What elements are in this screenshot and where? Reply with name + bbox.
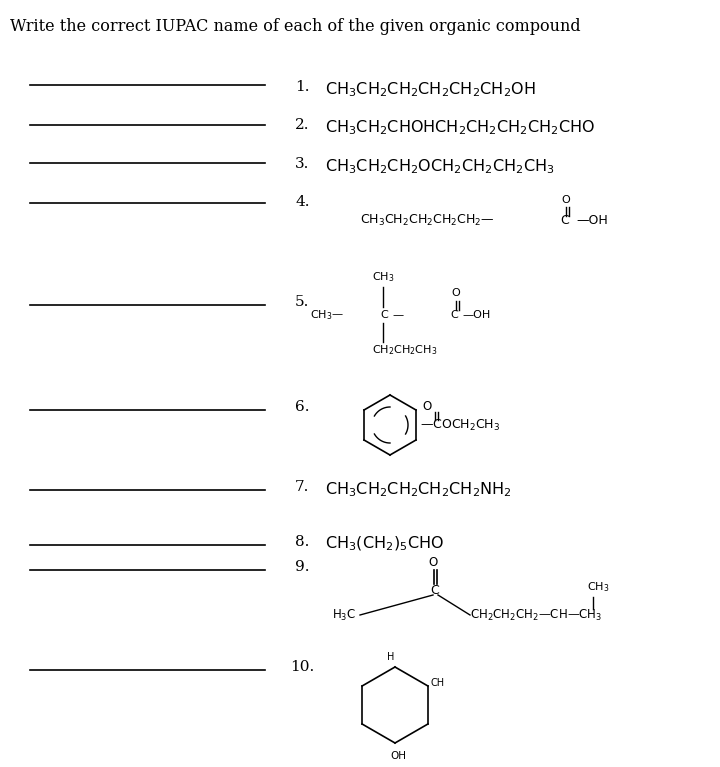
Text: —COCH$_2$CH$_3$: —COCH$_2$CH$_3$ bbox=[420, 417, 500, 433]
Text: —: — bbox=[392, 310, 403, 320]
Text: C: C bbox=[560, 213, 569, 226]
Text: CH$_3$CH$_2$CH$_2$OCH$_2$CH$_2$CH$_2$CH$_3$: CH$_3$CH$_2$CH$_2$OCH$_2$CH$_2$CH$_2$CH$… bbox=[325, 157, 554, 176]
Text: CH$_3$(CH$_2$)$_5$CHO: CH$_3$(CH$_2$)$_5$CHO bbox=[325, 535, 444, 554]
Text: 6.: 6. bbox=[295, 400, 310, 414]
Text: O: O bbox=[561, 195, 570, 205]
Text: CH$_3$CH$_2$CH$_2$CH$_2$CH$_2$CH$_2$OH: CH$_3$CH$_2$CH$_2$CH$_2$CH$_2$CH$_2$OH bbox=[325, 80, 536, 99]
Text: H$_3$C: H$_3$C bbox=[332, 607, 356, 623]
Text: 7.: 7. bbox=[295, 480, 310, 494]
Text: Write the correct IUPAC name of each of the given organic compound: Write the correct IUPAC name of each of … bbox=[10, 18, 580, 35]
Text: O: O bbox=[422, 400, 431, 413]
Text: 1.: 1. bbox=[295, 80, 310, 94]
Text: C: C bbox=[450, 310, 458, 320]
Text: 10.: 10. bbox=[290, 660, 314, 674]
Text: C: C bbox=[430, 584, 438, 597]
Text: CH$_2$CH$_2$CH$_3$: CH$_2$CH$_2$CH$_3$ bbox=[372, 343, 438, 357]
Text: C: C bbox=[380, 310, 388, 320]
Text: 8.: 8. bbox=[295, 535, 310, 549]
Text: —OH: —OH bbox=[576, 213, 608, 226]
Text: CH$_3$CH$_2$CH$_2$CH$_2$CH$_2$NH$_2$: CH$_3$CH$_2$CH$_2$CH$_2$CH$_2$NH$_2$ bbox=[325, 480, 511, 499]
Text: 4.: 4. bbox=[295, 195, 310, 209]
Text: CH$_3$: CH$_3$ bbox=[372, 270, 395, 284]
Text: CH: CH bbox=[431, 678, 445, 688]
Text: CH$_2$CH$_2$CH$_2$—CH—CH$_3$: CH$_2$CH$_2$CH$_2$—CH—CH$_3$ bbox=[470, 607, 603, 623]
Text: CH$_3$—: CH$_3$— bbox=[310, 308, 344, 322]
Text: —OH: —OH bbox=[462, 310, 490, 320]
Text: OH: OH bbox=[390, 751, 406, 761]
Text: CH$_3$: CH$_3$ bbox=[587, 580, 610, 594]
Text: CH$_3$CH$_2$CHOHCH$_2$CH$_2$CH$_2$CH$_2$CHO: CH$_3$CH$_2$CHOHCH$_2$CH$_2$CH$_2$CH$_2$… bbox=[325, 118, 595, 137]
Text: 3.: 3. bbox=[295, 157, 310, 171]
Text: CH$_3$CH$_2$CH$_2$CH$_2$CH$_2$—: CH$_3$CH$_2$CH$_2$CH$_2$CH$_2$— bbox=[360, 212, 495, 228]
Text: 2.: 2. bbox=[295, 118, 310, 132]
Text: 5.: 5. bbox=[295, 295, 310, 309]
Text: H: H bbox=[387, 652, 395, 662]
Text: O: O bbox=[428, 555, 437, 568]
Text: 9.: 9. bbox=[295, 560, 310, 574]
Text: O: O bbox=[451, 288, 460, 298]
